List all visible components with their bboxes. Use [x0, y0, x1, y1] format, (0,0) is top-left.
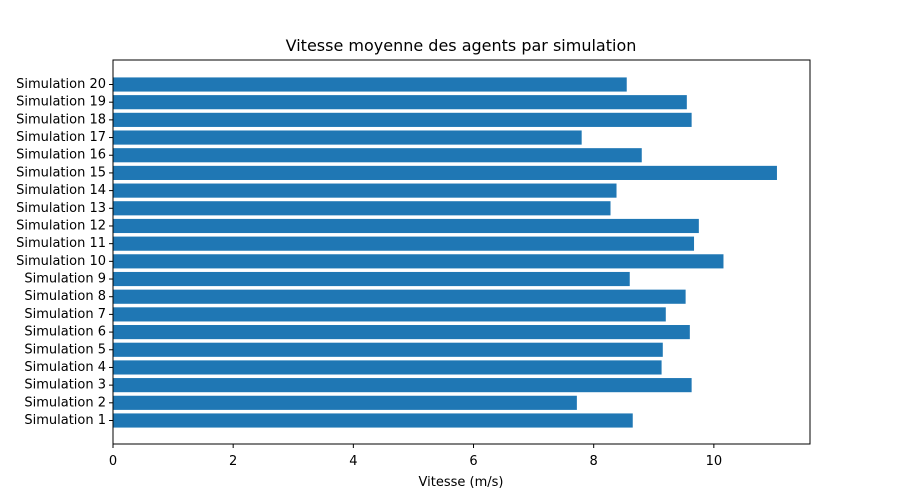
- bar: [113, 130, 582, 145]
- y-tick-label: Simulation 9: [24, 272, 106, 287]
- y-tick-label: Simulation 14: [16, 183, 106, 198]
- bar: [113, 360, 662, 375]
- y-tick-label: Simulation 3: [24, 378, 106, 393]
- x-tick-label: 6: [469, 454, 477, 469]
- y-tick-label: Simulation 19: [16, 95, 106, 110]
- bar: [113, 95, 687, 110]
- bar: [113, 342, 663, 357]
- bar: [113, 148, 642, 163]
- bar: [113, 77, 627, 92]
- bar: [113, 271, 630, 287]
- y-tick-label: Simulation 8: [24, 289, 106, 304]
- x-tick-label: 8: [590, 454, 598, 469]
- bar: [113, 236, 695, 251]
- y-tick-label: Simulation 7: [24, 307, 106, 322]
- y-tick-label: Simulation 11: [16, 236, 106, 251]
- y-axis-ticks: Simulation 1 Simulation 2 Simulation 3 Simu…: [16, 77, 113, 428]
- y-tick-label: Simulation 20: [16, 77, 106, 92]
- x-tick-label: 4: [349, 454, 357, 469]
- bar: [113, 307, 666, 322]
- y-tick-label: Simulation 18: [16, 112, 106, 127]
- y-tick-label: Simulation 13: [16, 201, 106, 216]
- y-tick-label: Simulation 16: [16, 148, 106, 163]
- bars-group: [113, 77, 777, 428]
- y-tick-label: Simulation 15: [16, 165, 106, 180]
- bar: [113, 395, 577, 410]
- bar: [113, 201, 611, 216]
- x-tick-label: 2: [229, 454, 237, 469]
- y-tick-label: Simulation 1: [24, 413, 106, 428]
- chart-title: Vitesse moyenne des agents par simulatio…: [286, 36, 637, 55]
- y-tick-label: Simulation 6: [24, 325, 106, 340]
- bar: [113, 183, 617, 198]
- bar: [113, 289, 686, 304]
- bar: [113, 413, 633, 428]
- x-tick-label: 0: [109, 454, 117, 469]
- y-tick-label: Simulation 4: [24, 360, 106, 375]
- x-axis-label: Vitesse (m/s): [419, 475, 504, 490]
- bar: [113, 378, 692, 393]
- bar: [113, 112, 692, 127]
- y-tick-label: Simulation 5: [24, 342, 106, 357]
- bar: [113, 165, 777, 180]
- y-tick-label: Simulation 10: [16, 254, 106, 269]
- bar: [113, 218, 699, 234]
- y-tick-label: Simulation 2: [24, 395, 106, 410]
- plot-frame: [112, 59, 811, 445]
- x-tick-label: 10: [706, 454, 723, 469]
- y-tick-label: Simulation 12: [16, 218, 106, 233]
- x-axis-ticks: 0 2 4 6 8 10: [109, 444, 722, 469]
- bar: [113, 325, 690, 340]
- y-tick-label: Simulation 17: [16, 130, 106, 145]
- bar: [113, 254, 724, 269]
